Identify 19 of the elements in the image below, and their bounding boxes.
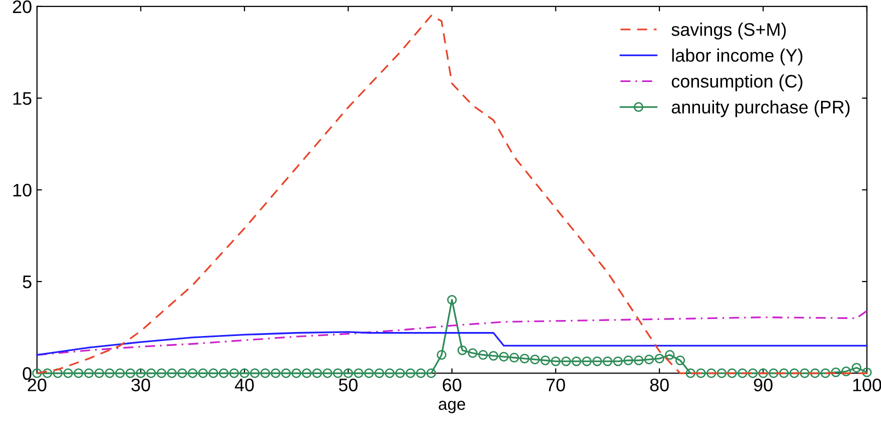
y-tick-label: 15 bbox=[13, 92, 32, 105]
x-tick-label: 50 bbox=[338, 378, 358, 392]
legend-label: labor income (Y) bbox=[672, 48, 802, 66]
legend-label: consumption (C) bbox=[672, 74, 802, 92]
x-tick-label: 40 bbox=[234, 378, 254, 392]
legend-label: savings (S+M) bbox=[672, 22, 786, 40]
line-series bbox=[36, 331, 868, 356]
legend-label: annuity purchase (PR) bbox=[672, 100, 850, 118]
y-tick-label: 10 bbox=[13, 184, 32, 197]
y-tick-label: 5 bbox=[22, 276, 32, 288]
x-tick-label: 100 bbox=[853, 378, 881, 392]
x-axis-title: age bbox=[438, 400, 466, 414]
y-tick-label: 20 bbox=[12, 0, 32, 14]
x-tick-label: 80 bbox=[650, 378, 669, 392]
x-tick-label: 70 bbox=[546, 378, 566, 392]
y-tick-label: 0 bbox=[22, 367, 32, 380]
x-tick-label: 60 bbox=[442, 378, 462, 392]
x-tick-label: 90 bbox=[754, 378, 773, 392]
x-tick-label: 30 bbox=[131, 378, 150, 392]
